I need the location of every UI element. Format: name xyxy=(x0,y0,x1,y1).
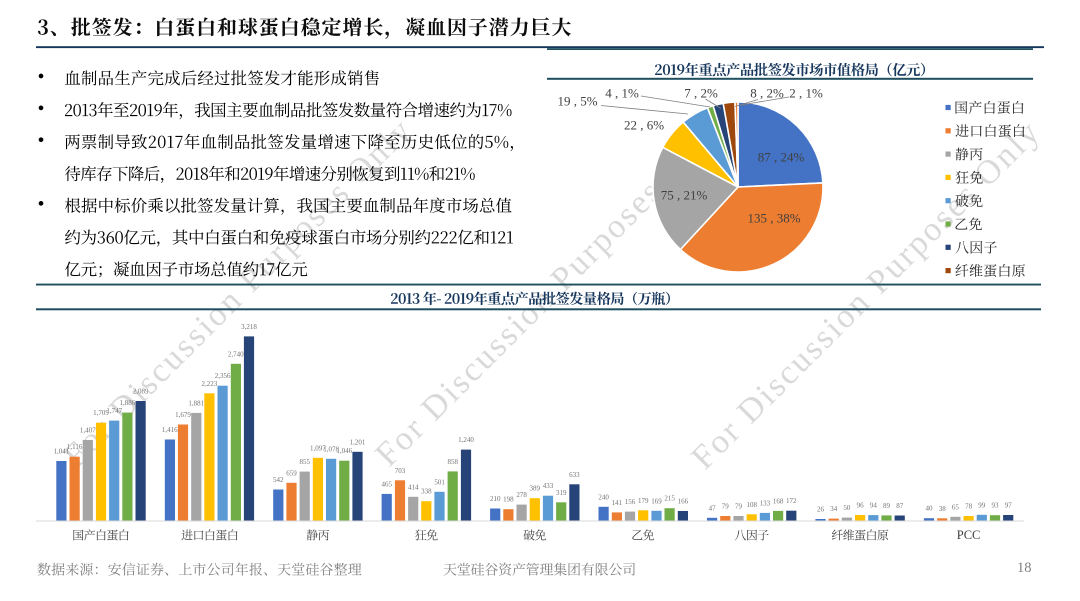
svg-text:97: 97 xyxy=(1005,502,1013,510)
svg-text:319: 319 xyxy=(556,489,567,497)
svg-text:1,886: 1,886 xyxy=(120,399,136,407)
svg-text:1,679: 1,679 xyxy=(175,411,191,419)
svg-text:1,416: 1,416 xyxy=(162,426,178,434)
svg-text:858: 858 xyxy=(448,458,459,466)
svg-text:18: 18 xyxy=(1017,560,1032,576)
svg-text:1,116: 1,116 xyxy=(67,443,83,451)
svg-text:133: 133 xyxy=(760,499,771,507)
svg-text:93: 93 xyxy=(992,502,1000,510)
svg-text:1,041: 1,041 xyxy=(54,448,70,456)
svg-text:1,747: 1,747 xyxy=(106,407,122,415)
svg-text:166: 166 xyxy=(678,498,689,506)
svg-text:2,223: 2,223 xyxy=(202,380,218,388)
svg-text:40: 40 xyxy=(926,505,934,513)
svg-text:108: 108 xyxy=(746,501,757,509)
svg-text:156: 156 xyxy=(625,498,636,506)
svg-text:169: 169 xyxy=(651,497,662,505)
svg-text:87: 87 xyxy=(896,502,904,510)
svg-text:179: 179 xyxy=(638,497,649,505)
svg-text:79: 79 xyxy=(735,503,743,511)
svg-text:659: 659 xyxy=(286,469,297,477)
svg-text:168: 168 xyxy=(773,497,784,505)
svg-text:1,201: 1,201 xyxy=(350,438,366,446)
svg-text:2,089: 2,089 xyxy=(133,388,149,396)
svg-text:198: 198 xyxy=(503,496,514,504)
svg-text:65: 65 xyxy=(952,503,960,511)
svg-text:3,218: 3,218 xyxy=(241,323,257,331)
svg-text:703: 703 xyxy=(395,467,406,475)
svg-text:8 , 2%: 8 , 2% xyxy=(750,86,784,101)
svg-text:34: 34 xyxy=(830,505,838,513)
svg-text:38: 38 xyxy=(939,505,947,513)
svg-text:210: 210 xyxy=(490,495,501,503)
svg-text:1,046: 1,046 xyxy=(336,447,352,455)
svg-text:2,740: 2,740 xyxy=(228,350,244,358)
svg-text:4 , 1%: 4 , 1% xyxy=(605,86,639,101)
svg-text:1,881: 1,881 xyxy=(188,399,204,407)
svg-text:1,078: 1,078 xyxy=(323,445,339,453)
svg-text:89: 89 xyxy=(883,502,891,510)
svg-text:414: 414 xyxy=(408,483,419,491)
svg-text:1,709: 1,709 xyxy=(93,409,109,417)
svg-text:96: 96 xyxy=(857,502,865,510)
svg-text:99: 99 xyxy=(978,501,986,509)
svg-text:1,097: 1,097 xyxy=(310,444,326,452)
svg-text:278: 278 xyxy=(516,491,527,499)
svg-text:141: 141 xyxy=(612,499,623,507)
svg-text:47: 47 xyxy=(709,504,717,512)
svg-text:465: 465 xyxy=(382,480,393,488)
svg-text:389: 389 xyxy=(530,485,541,493)
svg-text:PCC: PCC xyxy=(957,528,981,542)
svg-text:94: 94 xyxy=(870,502,878,510)
svg-text:338: 338 xyxy=(421,488,432,496)
svg-text:633: 633 xyxy=(569,471,580,479)
svg-text:1,407: 1,407 xyxy=(80,427,96,435)
svg-text:172: 172 xyxy=(786,497,797,505)
svg-text:7 , 2%: 7 , 2% xyxy=(684,86,718,101)
svg-text:240: 240 xyxy=(598,493,609,501)
svg-text:501: 501 xyxy=(434,478,445,486)
svg-text:19 , 5%: 19 , 5% xyxy=(557,94,597,109)
svg-text:2 , 1%: 2 , 1% xyxy=(789,86,823,101)
svg-text:135 , 38%: 135 , 38% xyxy=(747,211,800,226)
svg-text:78: 78 xyxy=(965,503,973,511)
svg-text:50: 50 xyxy=(843,504,851,512)
svg-text:542: 542 xyxy=(273,476,284,484)
svg-text:433: 433 xyxy=(543,482,554,490)
svg-text:2,356: 2,356 xyxy=(215,372,231,380)
svg-text:26: 26 xyxy=(817,506,825,514)
svg-text:22 , 6%: 22 , 6% xyxy=(624,118,664,133)
svg-text:79: 79 xyxy=(722,503,730,511)
svg-text:75 , 21%: 75 , 21% xyxy=(661,188,708,203)
svg-text:87 , 24%: 87 , 24% xyxy=(758,150,805,165)
svg-text:215: 215 xyxy=(664,495,675,503)
svg-text:1,240: 1,240 xyxy=(458,436,474,444)
svg-text:855: 855 xyxy=(299,458,310,466)
